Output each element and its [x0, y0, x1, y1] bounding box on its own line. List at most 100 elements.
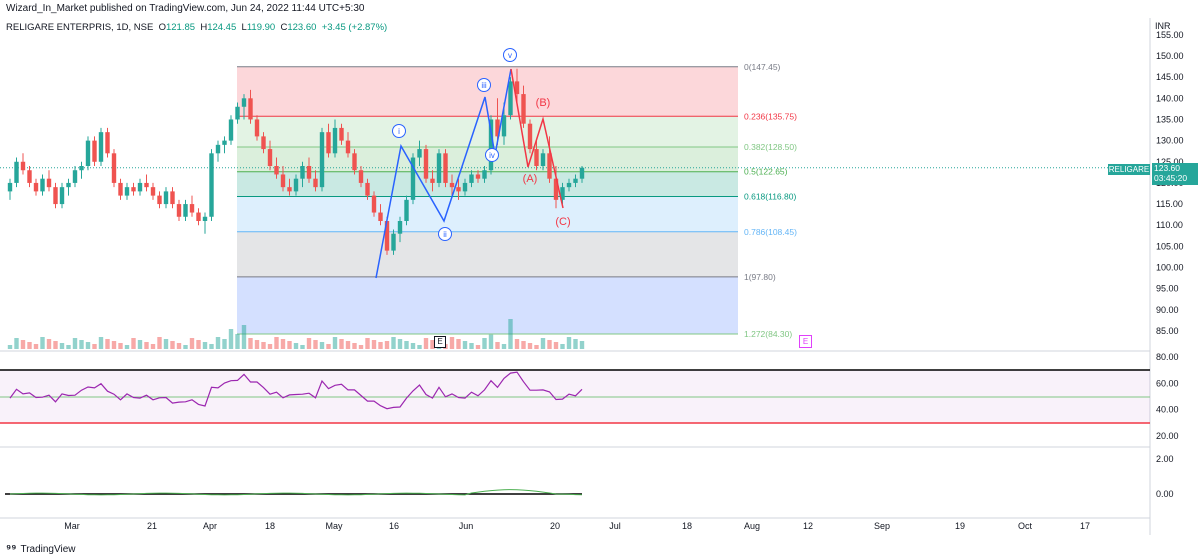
volume-bar — [358, 345, 364, 349]
volume-bar — [66, 345, 71, 349]
fib-zone — [237, 276, 738, 334]
fib-level-label: 0.618(116.80) — [744, 191, 796, 201]
candle-body — [183, 204, 188, 217]
earnings-future-marker[interactable]: E — [799, 335, 812, 348]
candle-body — [508, 81, 513, 116]
volume-bar — [111, 341, 117, 349]
time-axis-tick: 12 — [803, 521, 813, 531]
candle-body — [14, 161, 19, 183]
candle-body — [33, 182, 39, 192]
candle-body — [7, 182, 13, 192]
fib-zone — [237, 231, 738, 277]
volume-bar — [417, 345, 422, 349]
price-axis-tick: 135.00 — [1156, 114, 1184, 124]
volume-bar — [540, 338, 546, 349]
last-price: 123.60 — [1154, 163, 1180, 173]
volume-bar — [326, 344, 331, 349]
impulse-wave-line — [375, 68, 512, 279]
volume-bar — [92, 344, 97, 349]
candle-body — [105, 132, 110, 154]
volume-bar — [124, 345, 130, 349]
volume-bar — [274, 337, 279, 349]
candle-body — [319, 132, 325, 188]
volume-bar — [300, 345, 305, 349]
osc-line — [9, 489, 583, 496]
fib-level-label: 1.272(84.30) — [744, 329, 792, 339]
rsi-axis-tick: 20.00 — [1156, 431, 1179, 441]
candle-body — [371, 195, 377, 213]
volume-bar — [59, 343, 65, 349]
time-axis-tick: Sep — [874, 521, 890, 531]
time-axis-tick: 20 — [550, 521, 560, 531]
volume-bar — [527, 343, 533, 349]
volume-bar — [157, 337, 162, 349]
time-axis-tick: 19 — [955, 521, 965, 531]
price-axis-tick: 130.00 — [1156, 136, 1184, 146]
symbol-price-tag: RELIGARE — [1108, 164, 1150, 175]
candle-body — [365, 182, 370, 196]
volume-bar — [534, 345, 539, 349]
candle-body — [404, 199, 409, 221]
candle-body — [53, 187, 58, 205]
volume-bar — [72, 338, 78, 349]
volume-bar — [566, 337, 572, 349]
rsi-line — [9, 371, 583, 410]
volume-bar — [261, 342, 266, 349]
low-label: L — [241, 22, 247, 33]
candle-body — [547, 153, 552, 179]
price-axis-tick: 105.00 — [1156, 241, 1184, 251]
wave-label-circle — [503, 48, 517, 62]
volume-bar — [306, 338, 312, 349]
rsi-axis-tick: 40.00 — [1156, 405, 1179, 415]
fib-zone — [237, 116, 738, 147]
volume-bar — [189, 338, 195, 349]
close-label: C — [280, 22, 288, 33]
volume-bar — [215, 337, 221, 349]
volume-bar — [46, 339, 52, 349]
brand-label: TradingView — [20, 543, 76, 555]
fib-level-label: 0.5(122.65) — [744, 167, 788, 177]
candle-body — [274, 166, 279, 175]
volume-bar — [391, 337, 396, 349]
volume-bar — [248, 338, 253, 349]
fib-level-label: 0.382(128.50) — [744, 142, 797, 152]
candle-body — [124, 187, 130, 196]
change-value: +3.45 (+2.87%) — [321, 22, 388, 33]
price-axis-tick: 90.00 — [1156, 305, 1179, 315]
candle-body — [144, 182, 149, 188]
volume-bar — [469, 343, 474, 349]
price-axis-tick: 100.00 — [1156, 263, 1184, 273]
osc-axis-tick: 0.00 — [1156, 489, 1174, 499]
candle-body — [85, 140, 91, 166]
volume-bar — [235, 334, 240, 349]
candle-body — [235, 106, 240, 120]
publish-info: Wizard_In_Market published on TradingVie… — [6, 3, 365, 14]
candle-body — [222, 140, 227, 145]
volume-bar — [573, 339, 578, 349]
candle-body — [40, 178, 45, 192]
volume-bar — [163, 339, 169, 349]
volume-bar — [176, 343, 182, 349]
volume-bar — [287, 341, 292, 349]
volume-bar — [105, 339, 110, 349]
candle-body — [163, 191, 169, 205]
candle-body — [495, 119, 500, 137]
earnings-marker[interactable]: E — [434, 336, 446, 348]
volume-bar — [579, 341, 585, 349]
volume-bar — [131, 338, 136, 349]
candle-body — [514, 81, 520, 95]
volume-bar — [254, 340, 260, 349]
candle-body — [118, 182, 123, 196]
volume-bar — [365, 338, 370, 349]
candle-body — [170, 191, 175, 205]
candle-body — [553, 178, 559, 200]
volume-bar — [85, 342, 91, 349]
candle-body — [66, 182, 71, 188]
tradingview-brand[interactable]: ⁹⁹ TradingView — [6, 543, 75, 555]
candle-body — [261, 136, 266, 150]
candle-body — [248, 98, 253, 120]
corrective-wave-label: (B) — [536, 97, 551, 109]
candle-body — [540, 153, 546, 166]
candle-body — [332, 127, 338, 154]
